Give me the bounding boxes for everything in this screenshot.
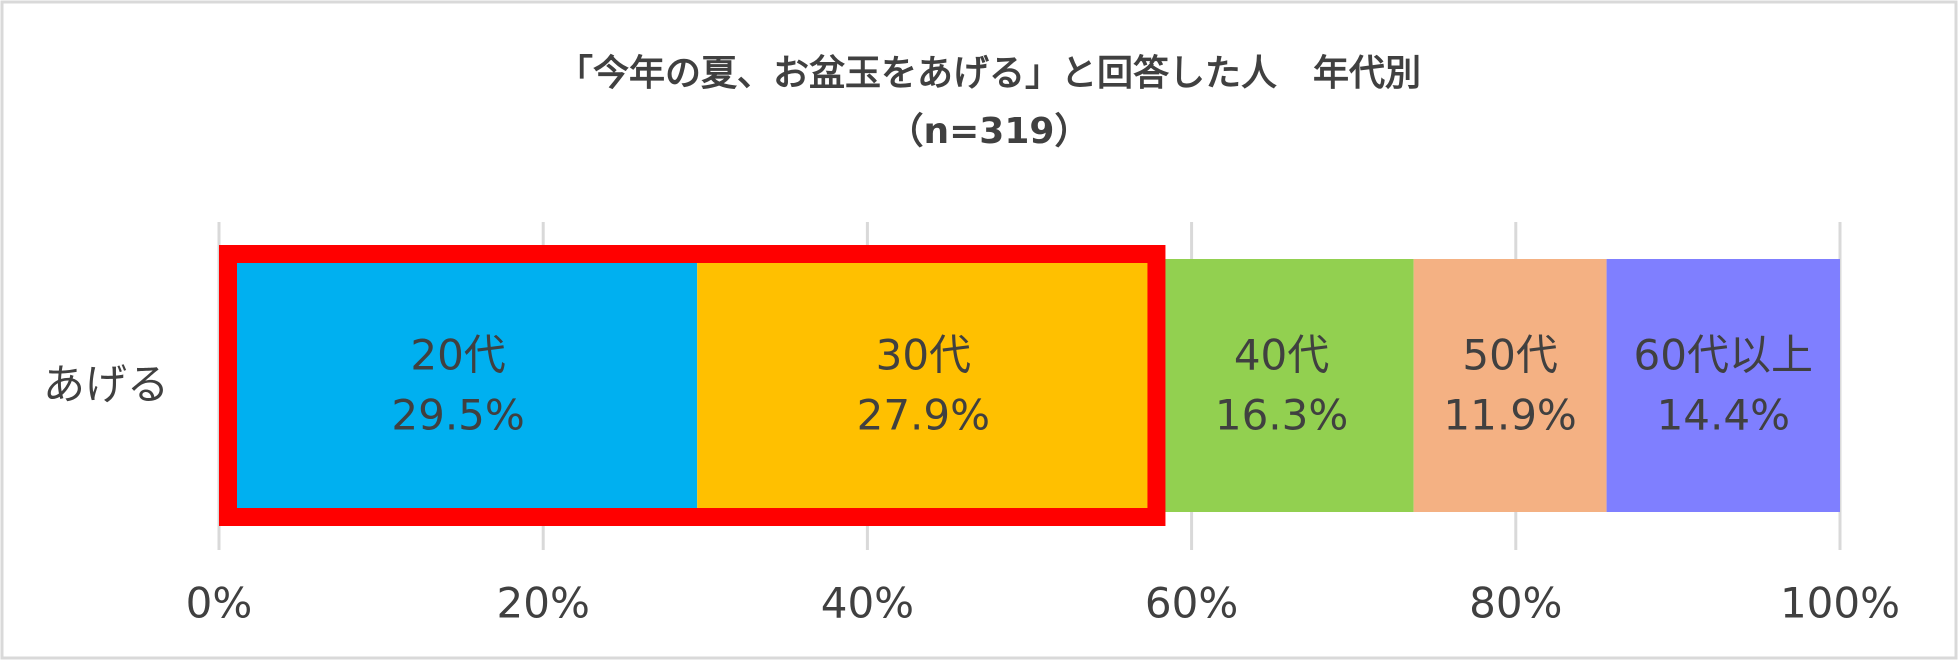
category-label: あげる <box>43 360 169 409</box>
bar-segment <box>697 259 1150 512</box>
segment-name: 20代 <box>410 331 505 380</box>
x-tick-label: 0% <box>186 579 253 628</box>
value-label: 14.4% <box>1657 391 1790 440</box>
segment-name: 40代 <box>1234 331 1329 380</box>
chart-title: 「今年の夏、お盆玉をあげる」と回答した人 年代別 <box>557 53 1421 94</box>
value-label: 11.9% <box>1443 391 1576 440</box>
segment-name: 50代 <box>1462 331 1557 380</box>
value-label: 27.9% <box>857 391 990 440</box>
bar-segment <box>1413 259 1607 512</box>
value-label: 16.3% <box>1215 391 1348 440</box>
x-tick-label: 40% <box>821 579 914 628</box>
x-tick-label: 20% <box>497 579 590 628</box>
value-label: 29.5% <box>391 391 524 440</box>
segment-name: 30代 <box>876 331 971 380</box>
highlight-box <box>219 245 1166 526</box>
bar-segment <box>1149 259 1414 512</box>
x-tick-label: 100% <box>1780 579 1900 628</box>
x-tick-label: 60% <box>1145 579 1238 628</box>
segment-name: 60代以上 <box>1634 331 1813 380</box>
chart-subtitle: （n=319） <box>888 111 1091 152</box>
bar-segment <box>219 259 698 512</box>
x-tick-label: 80% <box>1469 579 1562 628</box>
bar-segment <box>1606 259 1840 512</box>
